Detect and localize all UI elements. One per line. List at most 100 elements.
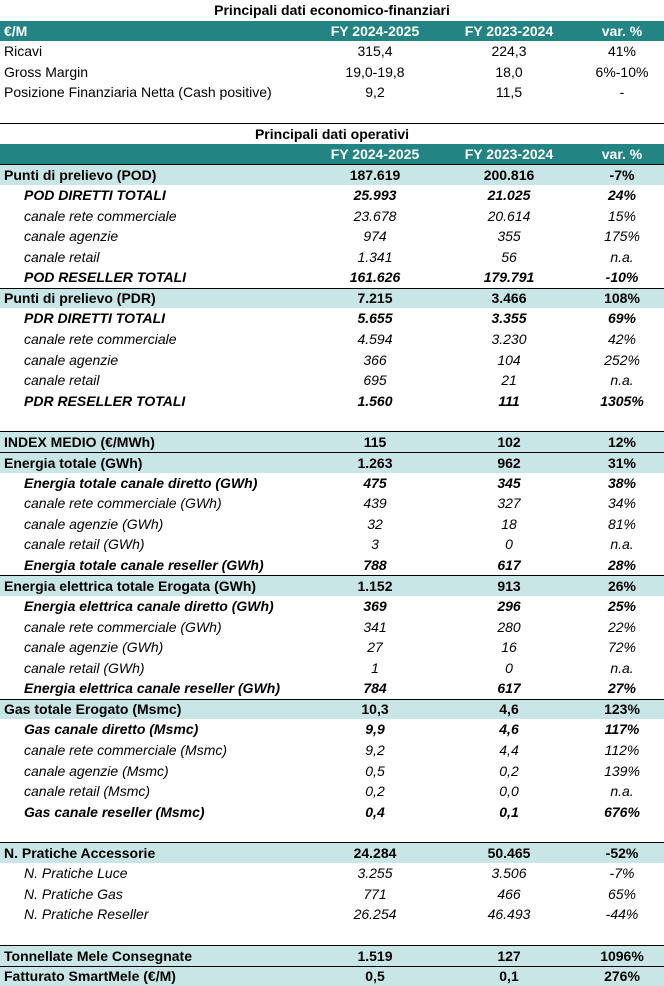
value-fy2425: 3.255	[357, 865, 393, 882]
value-fy2324: 3.466	[491, 290, 527, 307]
table-row: canale agenzie (GWh) 32 18 81%	[0, 514, 664, 535]
table-row: canale rete commerciale (Msmc) 9,2 4,4 112%	[0, 740, 664, 761]
value-var: 117%	[604, 721, 640, 738]
value-fy2324: 21.025	[487, 187, 531, 204]
value-var: 25%	[607, 598, 637, 615]
value-var: n.a.	[610, 659, 634, 676]
table-row: Energia totale canale diretto (GWh) 475 34…	[0, 473, 664, 494]
value-var: 175%	[604, 228, 640, 245]
table-row: N. Pratiche Gas 771 466 65%	[0, 884, 664, 905]
value-fy2425: 475	[363, 474, 387, 491]
value-var: 72%	[607, 639, 637, 656]
value-fy2324: 50.465	[487, 845, 531, 862]
table-row: canale agenzie (GWh) 27 16 72%	[0, 637, 664, 658]
row-label: canale rete commerciale (GWh)	[24, 618, 222, 635]
table-row: canale rete commerciale (GWh) 439 327 34%	[0, 493, 664, 514]
value-var: 1096%	[600, 947, 644, 964]
value-fy2324: 466	[497, 885, 521, 902]
table-row: N. Pratiche Reseller 26.254 46.493 -44%	[0, 904, 664, 925]
row-label: Punti di prelievo (POD)	[4, 167, 157, 184]
row-label: N. Pratiche Gas	[24, 885, 123, 902]
table-row: Fatturato SmartMele (€/M) 0,5 0,1 276%	[0, 965, 664, 986]
value-fy2425: 341	[363, 618, 387, 635]
table-row: canale retail (GWh) 1 0 n.a.	[0, 658, 664, 679]
value-var: 12%	[607, 434, 637, 451]
table-row: Tonnellate Mele Consegnate 1.519 127 1096%	[0, 945, 664, 966]
table-row: POD RESELLER TOTALI 161.626 179.791 -10%	[0, 267, 664, 288]
row-label: canale rete commerciale (Msmc)	[24, 741, 228, 758]
value-fy2425: 0,2	[365, 783, 385, 800]
table-row: POD DIRETTI TOTALI 25.993 21.025 24%	[0, 185, 664, 206]
row-label: Energia totale canale reseller (GWh)	[24, 557, 264, 574]
value-fy2425: 1	[371, 659, 379, 676]
table-row: Posizione Finanziaria Netta (Cash positi…	[0, 82, 664, 103]
table-row: canale rete commerciale (GWh) 341 280 22%	[0, 616, 664, 637]
spacer-row	[0, 411, 664, 432]
table-row: Energia totale (GWh) 1.263 962 31%	[0, 452, 664, 473]
value-var: n.a.	[610, 536, 634, 553]
value-var: -7%	[609, 167, 635, 184]
row-label: canale agenzie (GWh)	[24, 515, 164, 532]
header-var: var. %	[601, 146, 643, 163]
value-fy2425: 9,2	[365, 741, 385, 758]
value-var: 38%	[607, 474, 637, 491]
row-label: Energia elettrica totale Erogata (GWh)	[4, 578, 257, 595]
table-row: Gross Margin 19,0-19,8 18,0 6%-10%	[0, 62, 664, 83]
value-fy2425: 369	[363, 598, 387, 615]
row-label: canale rete commerciale (GWh)	[24, 495, 222, 512]
table-row: canale retail 695 21 n.a.	[0, 370, 664, 391]
row-label: canale rete commerciale	[24, 331, 177, 348]
table-row: Energia totale canale reseller (GWh) 788 6…	[0, 555, 664, 576]
value-fy2425: 0,5	[365, 762, 385, 779]
value-fy2425: 439	[363, 495, 387, 512]
value-var: 123%	[604, 701, 640, 718]
table-row: canale rete commerciale 4.594 3.230 42%	[0, 329, 664, 350]
table-row: PDR DIRETTI TOTALI 5.655 3.355 69%	[0, 308, 664, 329]
value-fy2324: 280	[497, 618, 521, 635]
section1-title-text: Principali dati economico-finanziari	[214, 2, 450, 19]
row-label: Gross Margin	[4, 63, 89, 80]
value-fy2425: 0,4	[365, 803, 385, 820]
row-label: canale agenzie (GWh)	[24, 639, 164, 656]
value-fy2425: 695	[363, 372, 387, 389]
value-fy2324: 16	[501, 639, 517, 656]
header-unit: €/M	[4, 22, 28, 39]
row-label: N. Pratiche Accessorie	[4, 845, 156, 862]
value-fy2324: 0	[505, 659, 513, 676]
value-fy2324: 46.493	[487, 906, 531, 923]
table-row: Ricavi 315,4 224,3 41%	[0, 41, 664, 62]
row-label: PDR RESELLER TOTALI	[24, 392, 186, 409]
value-var: -52%	[605, 845, 639, 862]
table-row: canale agenzie 974 355 175%	[0, 226, 664, 247]
value-fy2324: 0	[505, 536, 513, 553]
value-fy2425: 187.619	[349, 167, 401, 184]
value-fy2324: 18,0	[495, 63, 523, 80]
value-var: 81%	[607, 515, 637, 532]
value-fy2324: 355	[497, 228, 521, 245]
value-fy2425: 1.152	[357, 578, 393, 595]
table-row: canale rete commerciale 23.678 20.614 15%	[0, 205, 664, 226]
value-fy2425: 366	[363, 351, 387, 368]
table-row: Gas totale Erogato (Msmc) 10,3 4,6 123%	[0, 698, 664, 720]
value-fy2324: 4,4	[499, 741, 519, 758]
value-fy2324: 11,5	[495, 84, 523, 101]
value-var: 27%	[607, 680, 637, 697]
value-var: n.a.	[610, 783, 634, 800]
table-row: canale retail 1.341 56 n.a.	[0, 247, 664, 268]
header-var: var. %	[601, 22, 643, 39]
value-var: -10%	[605, 269, 639, 286]
value-fy2324: 0,2	[499, 762, 519, 779]
value-fy2324: 0,0	[499, 783, 519, 800]
table-row: N. Pratiche Accessorie 24.284 50.465 -52%	[0, 842, 664, 863]
spacer-row	[0, 925, 664, 946]
table-row: Gas canale reseller (Msmc) 0,4 0,1 676%	[0, 801, 664, 822]
table-row: N. Pratiche Luce 3.255 3.506 -7%	[0, 863, 664, 884]
row-label: canale retail	[24, 372, 100, 389]
value-fy2425: 10,3	[361, 701, 389, 718]
value-var: 69%	[607, 310, 637, 327]
value-fy2324: 127	[497, 947, 521, 964]
value-fy2324: 179.791	[483, 269, 535, 286]
value-fy2425: 315,4	[357, 43, 393, 60]
row-label: Gas canale reseller (Msmc)	[24, 803, 205, 820]
